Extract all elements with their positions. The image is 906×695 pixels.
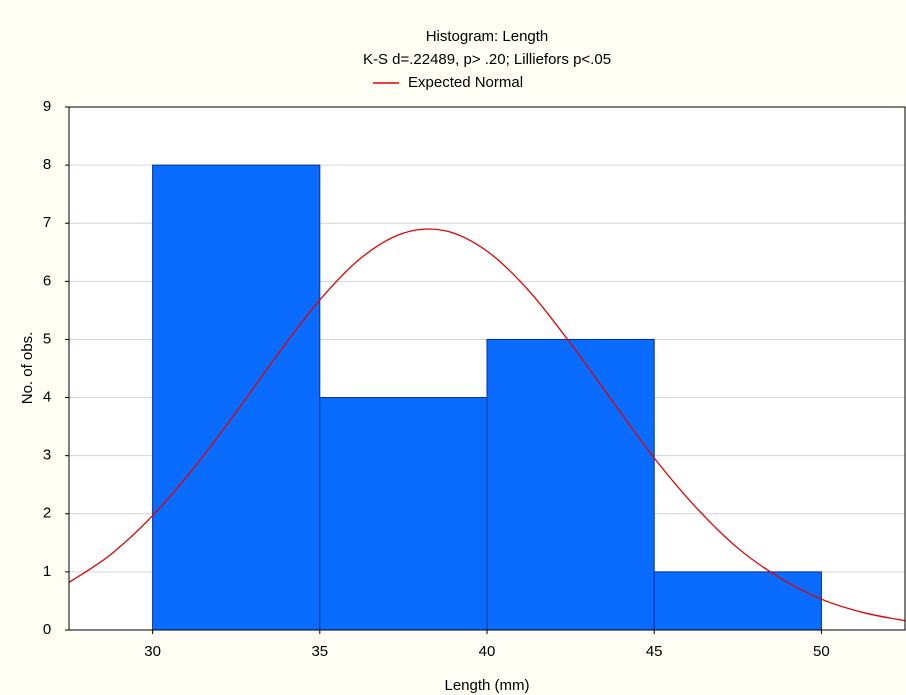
y-axis-label: No. of obs. [19,332,36,405]
y-tick-label: 3 [43,447,51,464]
y-tick-label: 8 [43,156,51,173]
bar [319,397,488,631]
legend-label: Expected Normal [408,74,523,91]
y-tick-label: 9 [43,98,51,115]
y-tick-label: 0 [43,621,51,638]
bar [653,571,822,631]
x-tick-label: 50 [813,643,830,660]
x-tick-label: 45 [646,643,663,660]
y-tick-label: 7 [43,214,51,231]
chart-title: Histogram: Length [426,28,549,45]
bar [152,164,321,631]
x-tick-label: 35 [311,643,328,660]
y-tick-label: 2 [43,505,51,522]
x-tick-label: 30 [144,643,161,660]
y-tick-label: 1 [43,563,51,580]
x-tick-label: 40 [479,643,496,660]
y-tick-label: 6 [43,272,51,289]
plot-frame [68,106,906,631]
x-axis-label: Length (mm) [444,677,529,694]
chart-subtitle: K-S d=.22489, p> .20; Lilliefors p<.05 [363,51,611,68]
bar [486,338,655,631]
y-tick-label: 5 [43,330,51,347]
normal-curve [68,228,906,622]
y-tick-label: 4 [43,389,51,406]
